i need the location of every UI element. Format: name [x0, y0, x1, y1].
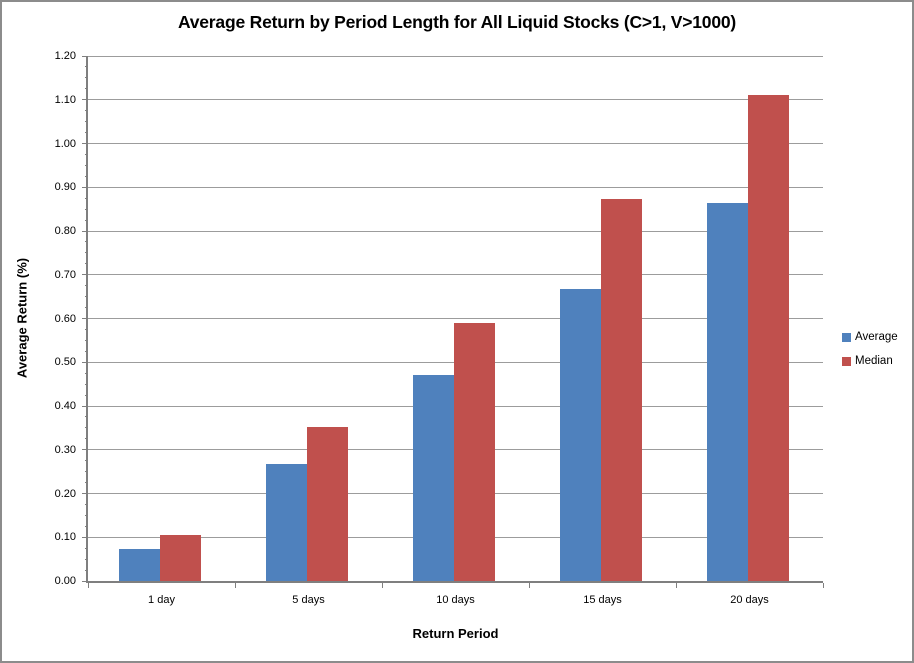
bar-median-20-days: [748, 95, 789, 581]
y-tick-label-1.20: 1.20: [54, 50, 76, 62]
y-major-tick-0.90: [82, 186, 88, 188]
y-major-tick-0.80: [82, 230, 88, 232]
x-boundary-tick: [87, 583, 89, 588]
y-tick-label-0.60: 0.60: [54, 312, 76, 325]
y-tick-label-0.00: 0.00: [54, 575, 76, 587]
x-tick-label-10-days: 10 days: [436, 594, 475, 606]
y-major-tick-0.40: [82, 405, 88, 407]
bar-average-5-days: [266, 463, 307, 581]
y-tick-label-0.50: 0.50: [54, 356, 76, 369]
y-tick-label-0.70: 0.70: [54, 268, 76, 281]
gridline-y-0.80: [88, 230, 823, 232]
gridline-y-0.90: [88, 186, 823, 188]
legend-item-average: Average: [842, 331, 898, 343]
y-tick-label-0.20: 0.20: [54, 487, 76, 500]
x-boundary-tick: [234, 583, 236, 588]
x-boundary-tick: [528, 583, 530, 588]
legend: Average Median: [842, 331, 898, 379]
x-axis-title: Return Period: [412, 626, 499, 641]
x-tick-label-1-day: 1 day: [148, 594, 175, 606]
y-tick-label-0.30: 0.30: [54, 443, 76, 456]
gridline-y-0.60: [88, 318, 823, 319]
x-tick-label-20-days: 20 days: [730, 594, 769, 606]
legend-label-average: Average: [855, 331, 898, 343]
bar-median-5-days: [307, 427, 348, 581]
legend-item-median: Median: [842, 355, 898, 367]
y-major-tick-0.10: [82, 536, 88, 538]
y-major-tick-1.00: [82, 143, 88, 144]
bar-average-15-days: [560, 289, 601, 581]
gridline-y-1.20: [88, 55, 823, 57]
x-tick-label-5-days: 5 days: [292, 594, 325, 606]
chart-title: Average Return by Period Length for All …: [177, 12, 737, 32]
bar-average-10-days: [413, 375, 454, 581]
gridline-y-1.10: [88, 99, 823, 101]
gridline-y-1.00: [88, 143, 823, 144]
y-tick-label-0.40: 0.40: [54, 400, 76, 412]
x-boundary-tick: [822, 583, 824, 588]
y-major-tick-0.50: [82, 361, 88, 363]
legend-label-median: Median: [855, 355, 893, 367]
y-tick-label-0.80: 0.80: [54, 225, 76, 237]
gridline-y-0.70: [88, 274, 823, 276]
y-major-tick-0.60: [82, 318, 88, 319]
bar-average-1-day: [119, 549, 160, 581]
bar-median-1-day: [160, 534, 201, 581]
y-major-tick-0.30: [82, 449, 88, 451]
y-major-tick-1.20: [82, 55, 88, 57]
y-axis-title: Average Return (%): [14, 257, 30, 379]
x-axis-line: [86, 581, 823, 583]
y-major-tick-0.70: [82, 274, 88, 276]
bar-average-20-days: [707, 202, 748, 581]
bar-median-15-days: [601, 198, 642, 581]
y-axis-line: [86, 56, 88, 583]
y-tick-label-0.10: 0.10: [54, 531, 76, 544]
y-tick-label-0.90: 0.90: [54, 181, 76, 194]
y-major-tick-0.20: [82, 493, 88, 494]
bar-median-10-days: [454, 322, 495, 581]
x-boundary-tick: [675, 583, 677, 588]
legend-swatch-average: [842, 332, 851, 342]
y-tick-label-1.00: 1.00: [54, 137, 76, 150]
x-boundary-tick: [381, 583, 383, 588]
x-tick-label-15-days: 15 days: [583, 594, 622, 606]
y-major-tick-1.10: [82, 99, 88, 101]
legend-swatch-median: [842, 356, 851, 366]
y-major-tick-0.00: [82, 580, 88, 582]
y-tick-label-1.10: 1.10: [54, 93, 76, 106]
